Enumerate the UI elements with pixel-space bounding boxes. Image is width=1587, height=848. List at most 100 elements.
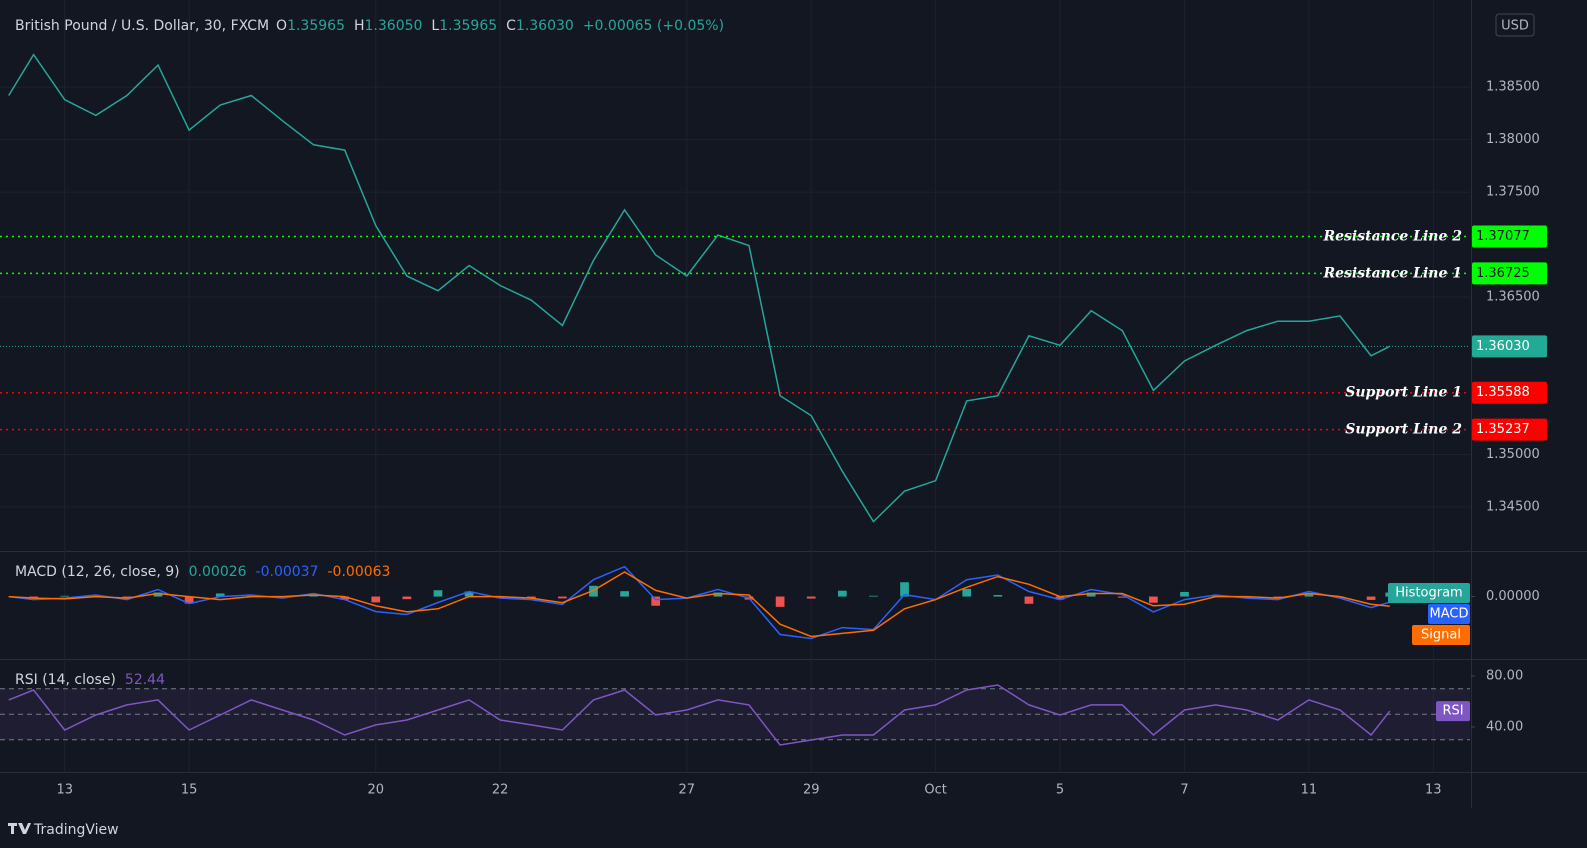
x-tick-label: 27 (679, 783, 696, 798)
y-tick-label: 1.35000 (1486, 447, 1540, 462)
brand: TradingView (33, 822, 119, 838)
histogram-bar (1273, 596, 1283, 599)
histogram-bar (1117, 596, 1127, 598)
currency-button[interactable] (1495, 13, 1535, 37)
histogram-bar (122, 596, 132, 599)
histogram-bar (806, 596, 816, 599)
histogram-bar (713, 592, 723, 597)
legend-value: 0.00026 (189, 564, 247, 580)
histogram-bar (651, 596, 661, 606)
histogram-bar (1211, 595, 1220, 597)
brand-logo (8, 823, 31, 834)
x-tick-label: 5 (1056, 783, 1064, 798)
series-line (8, 53, 1391, 523)
x-tick-label: 15 (181, 783, 198, 798)
ohlc-key: O (276, 18, 287, 34)
pane-legend: MACD (12, 26, close, 9) 0.00026 -0.00037 -0… (15, 564, 390, 580)
price-tag (1472, 418, 1547, 441)
histogram-bar (526, 596, 536, 599)
histogram-bar (1180, 591, 1189, 597)
histogram-bar (962, 588, 972, 597)
series-tag-label: RSI (1442, 704, 1463, 719)
level-label: Support Line 2 (1345, 422, 1462, 438)
y-tick-label: 1.36500 (1486, 290, 1540, 305)
histogram-bar (29, 596, 38, 599)
histogram-bar (900, 582, 909, 597)
histogram-bar (184, 596, 194, 604)
series-tag-label: MACD (1430, 607, 1469, 622)
legend-value: -0.00037 (256, 564, 319, 580)
series-tag (1436, 701, 1470, 722)
histogram-bar (869, 595, 878, 597)
y-tick-label: 0.00000 (1486, 589, 1540, 604)
legend-value: 52.44 (125, 672, 165, 688)
series-line (8, 684, 1391, 746)
series-tag (1388, 583, 1470, 603)
ohlc-key: L (431, 18, 439, 34)
price-tag (1472, 335, 1547, 358)
y-tick-label: 1.38000 (1486, 132, 1540, 147)
histogram-bar (1149, 596, 1158, 603)
x-tick-label: 13 (56, 783, 73, 798)
histogram-bar (215, 593, 225, 597)
series-line (8, 571, 1390, 638)
histogram-bar (775, 596, 785, 607)
histogram-bar (1055, 596, 1065, 600)
histogram-bar (153, 592, 163, 597)
pane-title: British Pound / U.S. Dollar, 30, FXCM (15, 18, 269, 34)
x-tick-label: 11 (1301, 783, 1318, 798)
x-tick-label: 22 (492, 783, 509, 798)
histogram-bar (464, 591, 474, 597)
histogram-bar (402, 596, 412, 600)
histogram-bar (1024, 596, 1034, 604)
histogram-bar (620, 591, 629, 597)
ohlc-value: 1.36050 (365, 18, 423, 34)
histogram-bar (60, 595, 70, 597)
price-tag-label: 1.37077 (1476, 229, 1530, 244)
histogram-bar (1086, 592, 1096, 597)
histogram-bar (558, 596, 567, 599)
x-tick-label: 29 (803, 783, 820, 798)
price-tag (1472, 225, 1547, 248)
price-tag-label: 1.35237 (1476, 422, 1530, 437)
price-tag (1472, 262, 1547, 285)
histogram-bar (340, 596, 350, 600)
y-tick-label: 1.37500 (1486, 185, 1540, 200)
y-tick-label: 80.00 (1486, 668, 1523, 683)
pane-legend: British Pound / U.S. Dollar, 30, FXCM O 1.… (15, 18, 724, 34)
level-label: Resistance Line 2 (1322, 228, 1462, 244)
pane-title: RSI (14, close) (15, 672, 116, 688)
histogram-bar (433, 590, 443, 597)
price-tag (1472, 381, 1547, 404)
legend-value: -0.00063 (328, 564, 391, 580)
histogram-bar (91, 595, 101, 597)
y-tick-label: 1.38500 (1486, 80, 1540, 95)
ohlc-key: H (354, 18, 365, 34)
level-label: Resistance Line 1 (1322, 265, 1462, 281)
histogram-bar (993, 595, 1003, 597)
series-tag (1428, 604, 1470, 624)
histogram-bar (1304, 594, 1314, 597)
x-tick-label: Oct (924, 783, 946, 798)
histogram-bar (309, 595, 318, 597)
change: +0.00065 (+0.05%) (583, 18, 724, 34)
series-tag-label: Signal (1421, 628, 1461, 643)
histogram-bar (246, 595, 256, 597)
price-tag-label: 1.36030 (1476, 339, 1530, 354)
histogram-bar (371, 596, 381, 603)
ohlc-value: 1.35965 (439, 18, 497, 34)
ohlc-key: C (506, 18, 516, 34)
ohlc-value: 1.36030 (516, 18, 574, 34)
price-tag-label: 1.36725 (1476, 266, 1530, 281)
y-tick-label: 40.00 (1486, 719, 1523, 734)
pane-legend: RSI (14, close) 52.44 (15, 672, 165, 688)
series-tag-label: Histogram (1395, 586, 1462, 601)
currency: USD (1501, 19, 1529, 34)
pane-title: MACD (12, 26, close, 9) (15, 564, 180, 580)
histogram-bar (837, 590, 847, 597)
price-tag-label: 1.35588 (1476, 385, 1530, 400)
level-label: Support Line 1 (1345, 385, 1462, 401)
x-tick-label: 13 (1425, 783, 1442, 798)
x-tick-label: 20 (367, 783, 384, 798)
series-tag (1412, 625, 1470, 645)
